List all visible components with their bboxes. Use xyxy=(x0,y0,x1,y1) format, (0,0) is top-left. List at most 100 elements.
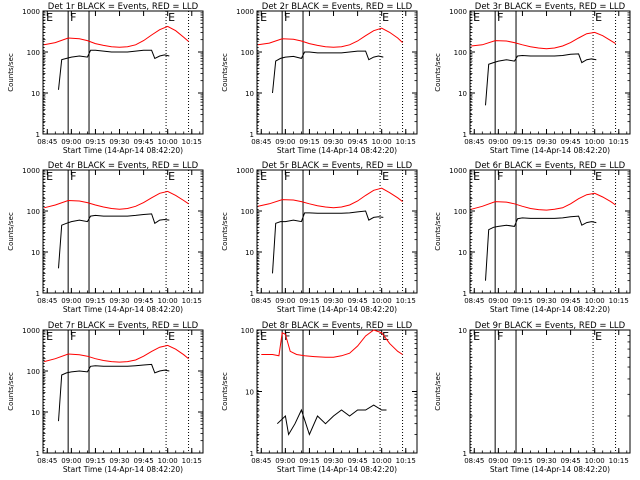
plot-frame xyxy=(256,10,418,135)
x-axis-label: Start Time (14-Apr-14 08:42:20) xyxy=(490,146,610,155)
x-tick-label: 09:30 xyxy=(323,297,343,305)
time-marker-label: E xyxy=(46,170,53,183)
x-tick-label: 10:00 xyxy=(372,457,392,465)
y-tick-label: 1000 xyxy=(22,327,40,335)
time-marker-label: E xyxy=(382,11,389,24)
x-tick-label: 10:00 xyxy=(585,138,605,146)
lld-series-line xyxy=(43,190,189,210)
y-tick-label: 100 xyxy=(241,327,254,335)
panel-title: Det 3r BLACK = Events, RED = LLD xyxy=(475,2,626,12)
detector-panel: Det 4r BLACK = Events, RED = LLD 1 10 100 10… xyxy=(7,161,204,314)
x-tick-label: 10:15 xyxy=(396,457,416,465)
y-axis-label: Counts/sec xyxy=(434,212,442,251)
x-tick-label: 09:15 xyxy=(512,138,532,146)
x-axis-label: Start Time (14-Apr-14 08:42:20) xyxy=(277,465,397,474)
detector-panel: Det 8r BLACK = Events, RED = LLD 1 10 100 Co… xyxy=(221,321,418,474)
y-tick-label: 10 xyxy=(458,327,467,335)
time-marker-label: E xyxy=(473,11,480,24)
x-tick-label: 09:45 xyxy=(134,457,154,465)
time-marker-label: E xyxy=(473,330,480,343)
y-tick-label: 1 xyxy=(36,131,40,139)
y-tick-label: 1000 xyxy=(236,8,254,16)
x-tick-label: 09:45 xyxy=(561,457,581,465)
x-tick-label: 09:45 xyxy=(348,457,368,465)
time-marker-label: E xyxy=(382,170,389,183)
y-tick-label: 100 xyxy=(27,49,40,57)
x-tick-label: 09:15 xyxy=(512,297,532,305)
x-tick-label: 09:00 xyxy=(61,138,81,146)
y-tick-label: 100 xyxy=(454,208,467,216)
x-tick-label: 09:00 xyxy=(61,297,81,305)
x-tick-label: 08:45 xyxy=(251,457,271,465)
x-tick-label: 08:45 xyxy=(251,138,271,146)
y-tick-label: 1000 xyxy=(22,8,40,16)
x-tick-label: 09:30 xyxy=(536,297,556,305)
y-tick-label: 10 xyxy=(31,249,40,257)
x-tick-label: 10:15 xyxy=(182,457,202,465)
x-tick-label: 09:30 xyxy=(536,457,556,465)
y-tick-label: 10 xyxy=(245,90,254,98)
detector-panel: Det 5r BLACK = Events, RED = LLD 1 10 100 10… xyxy=(221,161,418,314)
x-tick-label: 09:30 xyxy=(536,138,556,146)
time-marker-label: E xyxy=(382,330,389,343)
y-tick-label: 1000 xyxy=(449,167,467,175)
panel-title: Det 8r BLACK = Events, RED = LLD xyxy=(262,321,413,331)
panel-title: Det 1r BLACK = Events, RED = LLD xyxy=(48,2,199,12)
time-marker-label: E xyxy=(260,11,267,24)
x-axis-label: Start Time (14-Apr-14 08:42:20) xyxy=(490,465,610,474)
lld-series-line xyxy=(261,329,403,358)
plot-frame xyxy=(256,169,418,294)
y-tick-label: 1 xyxy=(36,290,40,298)
events-series-line xyxy=(58,363,170,422)
y-tick-label: 100 xyxy=(241,49,254,57)
time-marker-label: E xyxy=(595,11,602,24)
x-tick-label: 09:15 xyxy=(85,138,105,146)
panel-title: Det 4r BLACK = Events, RED = LLD xyxy=(48,161,199,171)
y-tick-label: 10 xyxy=(31,90,40,98)
time-marker-label: E xyxy=(260,170,267,183)
y-tick-label: 10 xyxy=(245,389,254,397)
x-tick-label: 09:15 xyxy=(299,138,319,146)
time-marker-label: F xyxy=(497,11,503,24)
time-marker-label: E xyxy=(168,170,175,183)
x-tick-label: 10:00 xyxy=(372,138,392,146)
y-axis-label: Counts/sec xyxy=(221,212,229,251)
plot-frame xyxy=(469,329,631,454)
events-series-line xyxy=(276,404,387,436)
detector-panel: Det 6r BLACK = Events, RED = LLD 1 10 100 10… xyxy=(434,161,631,314)
y-tick-label: 100 xyxy=(27,368,40,376)
y-tick-label: 1 xyxy=(250,290,254,298)
y-axis-label: Counts/sec xyxy=(434,53,442,92)
x-tick-label: 09:30 xyxy=(109,297,129,305)
detector-panel: Det 9r BLACK = Events, RED = LLD 1 10 Count… xyxy=(434,321,631,474)
x-tick-label: 10:15 xyxy=(396,297,416,305)
x-axis-label: Start Time (14-Apr-14 08:42:20) xyxy=(277,146,397,155)
x-tick-label: 08:45 xyxy=(37,297,57,305)
y-tick-label: 10 xyxy=(458,249,467,257)
y-tick-label: 1000 xyxy=(236,167,254,175)
x-tick-label: 10:00 xyxy=(158,297,178,305)
x-tick-label: 10:00 xyxy=(585,297,605,305)
detector-panel: Det 3r BLACK = Events, RED = LLD 1 10 100 10… xyxy=(434,2,631,155)
detector-panel: Det 2r BLACK = Events, RED = LLD 1 10 100 10… xyxy=(221,2,418,155)
y-tick-label: 10 xyxy=(31,409,40,417)
x-tick-label: 09:30 xyxy=(109,457,129,465)
events-series-line xyxy=(272,210,384,274)
time-marker-label: E xyxy=(260,330,267,343)
y-tick-label: 1 xyxy=(250,450,254,458)
y-tick-label: 10 xyxy=(245,249,254,257)
x-tick-label: 10:00 xyxy=(372,297,392,305)
y-axis-label: Counts/sec xyxy=(221,53,229,92)
y-tick-label: 1000 xyxy=(449,8,467,16)
x-tick-label: 09:45 xyxy=(134,138,154,146)
time-marker-label: F xyxy=(284,11,290,24)
y-axis-label: Counts/sec xyxy=(221,372,229,411)
x-tick-label: 09:00 xyxy=(488,138,508,146)
time-marker-label: E xyxy=(595,330,602,343)
x-tick-label: 10:15 xyxy=(182,297,202,305)
x-tick-label: 08:45 xyxy=(251,297,271,305)
time-marker-label: F xyxy=(70,170,76,183)
time-marker-label: E xyxy=(46,11,53,24)
x-tick-label: 09:45 xyxy=(561,297,581,305)
lld-series-line xyxy=(258,27,403,48)
